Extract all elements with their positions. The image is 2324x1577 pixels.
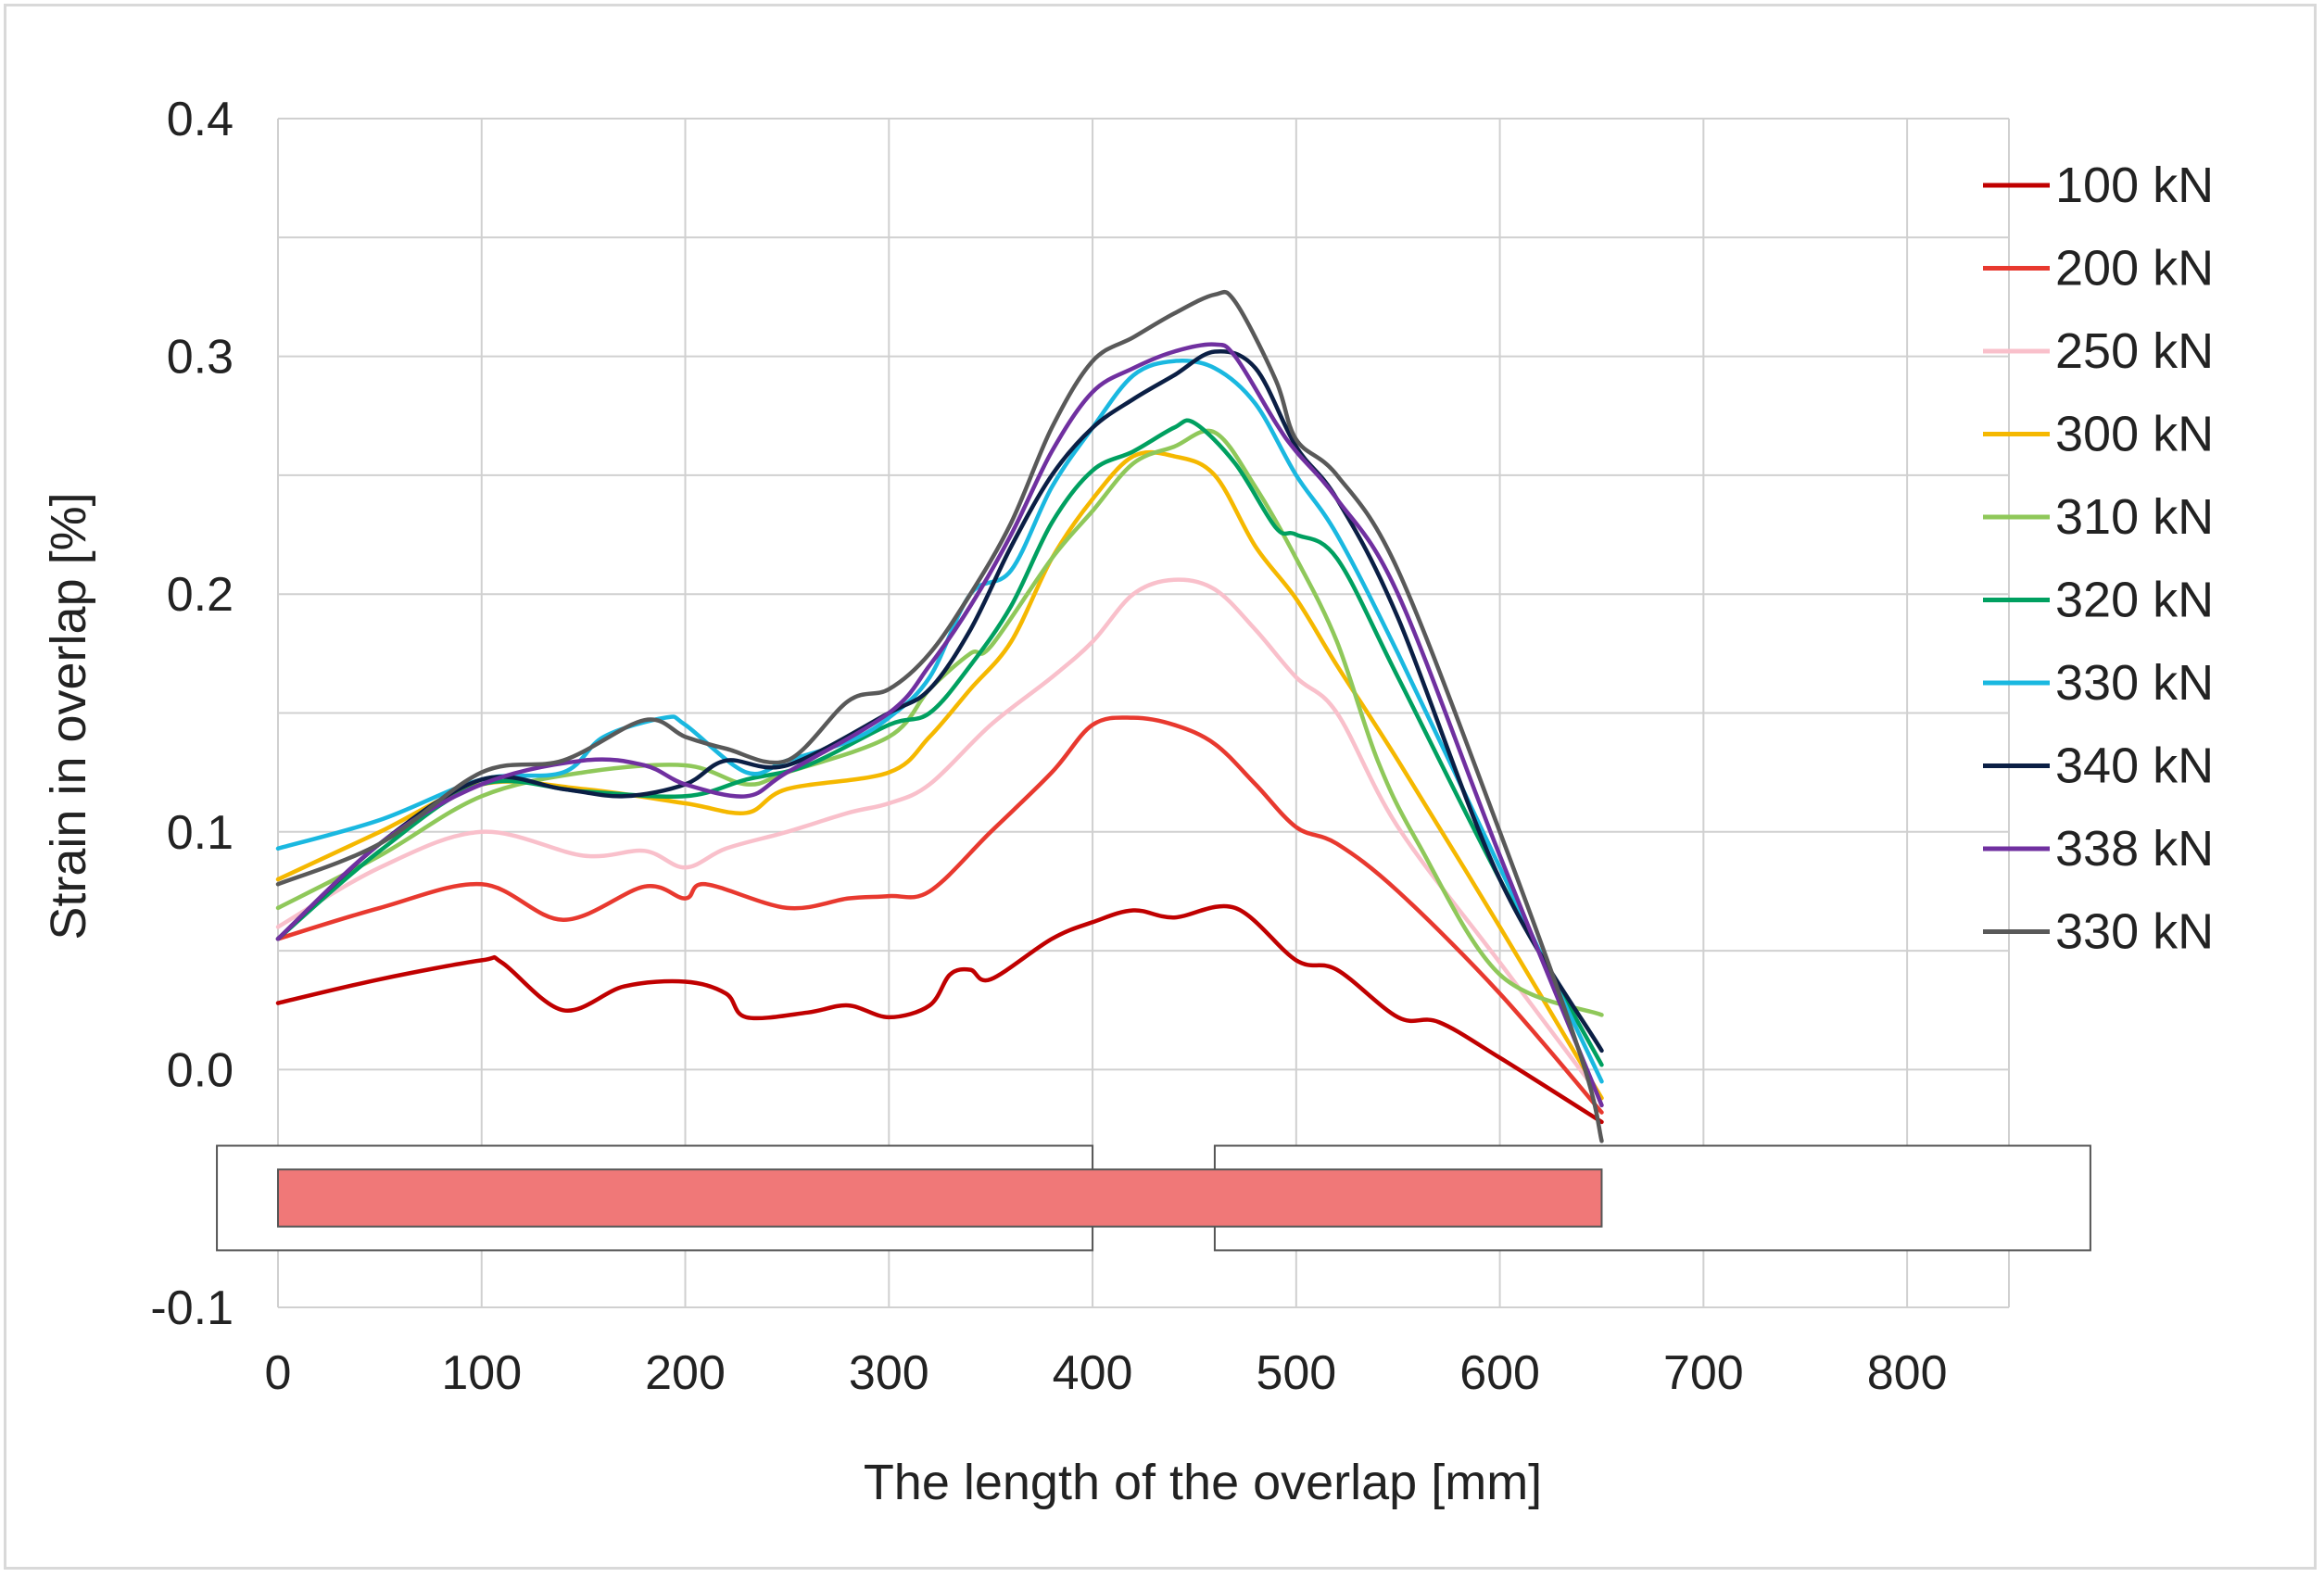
- y-tick-label: 0.3: [167, 331, 234, 385]
- legend-label-8: 340 kN: [2055, 738, 2214, 794]
- legend-label-6: 320 kN: [2055, 573, 2214, 628]
- legend-label-3: 250 kN: [2055, 323, 2214, 379]
- y-axis-title: Strain in overlap [%]: [41, 492, 96, 940]
- legend-label-2: 200 kN: [2055, 241, 2214, 296]
- grid-lines: [277, 118, 2010, 1308]
- x-tick-label: 0: [265, 1346, 292, 1400]
- series-line-1: [275, 903, 1604, 1125]
- overlap-diagram: [216, 1144, 2091, 1252]
- x-tick-label: 300: [849, 1346, 929, 1400]
- series-line-7: [275, 359, 1604, 1084]
- legend-label-1: 100 kN: [2055, 158, 2214, 213]
- series-line-6: [275, 418, 1604, 1067]
- legend: 100 kN 200 kN 250 kN 300 kN 310 kN 320 kN 330 …: [1983, 158, 2214, 960]
- y-tick-label: -0.1: [150, 1281, 234, 1335]
- x-tick-label: 600: [1459, 1346, 1540, 1400]
- x-axis-ticks: 0 100 200 300 400 500 600 700 800: [265, 1346, 1948, 1400]
- x-tick-label: 100: [441, 1346, 522, 1400]
- y-tick-label: 0.2: [167, 568, 234, 622]
- legend-label-9: 338 kN: [2055, 821, 2214, 877]
- series-line-9: [275, 342, 1604, 1108]
- overlap-bar: [277, 1168, 1603, 1228]
- x-tick-label: 800: [1867, 1346, 1948, 1400]
- x-tick-label: 500: [1256, 1346, 1336, 1400]
- series-line-8: [275, 348, 1604, 1053]
- series-line-10: [275, 289, 1604, 1143]
- series-line-5: [275, 428, 1604, 1017]
- y-tick-label: 0.0: [167, 1043, 234, 1097]
- legend-label-7: 330 kN: [2055, 655, 2214, 711]
- x-tick-label: 400: [1053, 1346, 1133, 1400]
- series-line-3: [275, 577, 1604, 1101]
- legend-label-4: 300 kN: [2055, 407, 2214, 462]
- legend-label-5: 310 kN: [2055, 489, 2214, 545]
- y-tick-label: 0.1: [167, 806, 234, 860]
- legend-label-10: 330 kN: [2055, 904, 2214, 960]
- y-axis-ticks: -0.1 0.0 0.1 0.2 0.3 0.4: [150, 93, 234, 1335]
- x-tick-label: 700: [1663, 1346, 1744, 1400]
- chart-frame: [4, 4, 2317, 1570]
- x-tick-label: 200: [645, 1346, 726, 1400]
- series-lines: [275, 289, 1604, 1143]
- y-tick-label: 0.4: [167, 93, 234, 146]
- x-axis-title: The length of the overlap [mm]: [864, 1455, 1542, 1510]
- series-line-2: [275, 715, 1604, 1115]
